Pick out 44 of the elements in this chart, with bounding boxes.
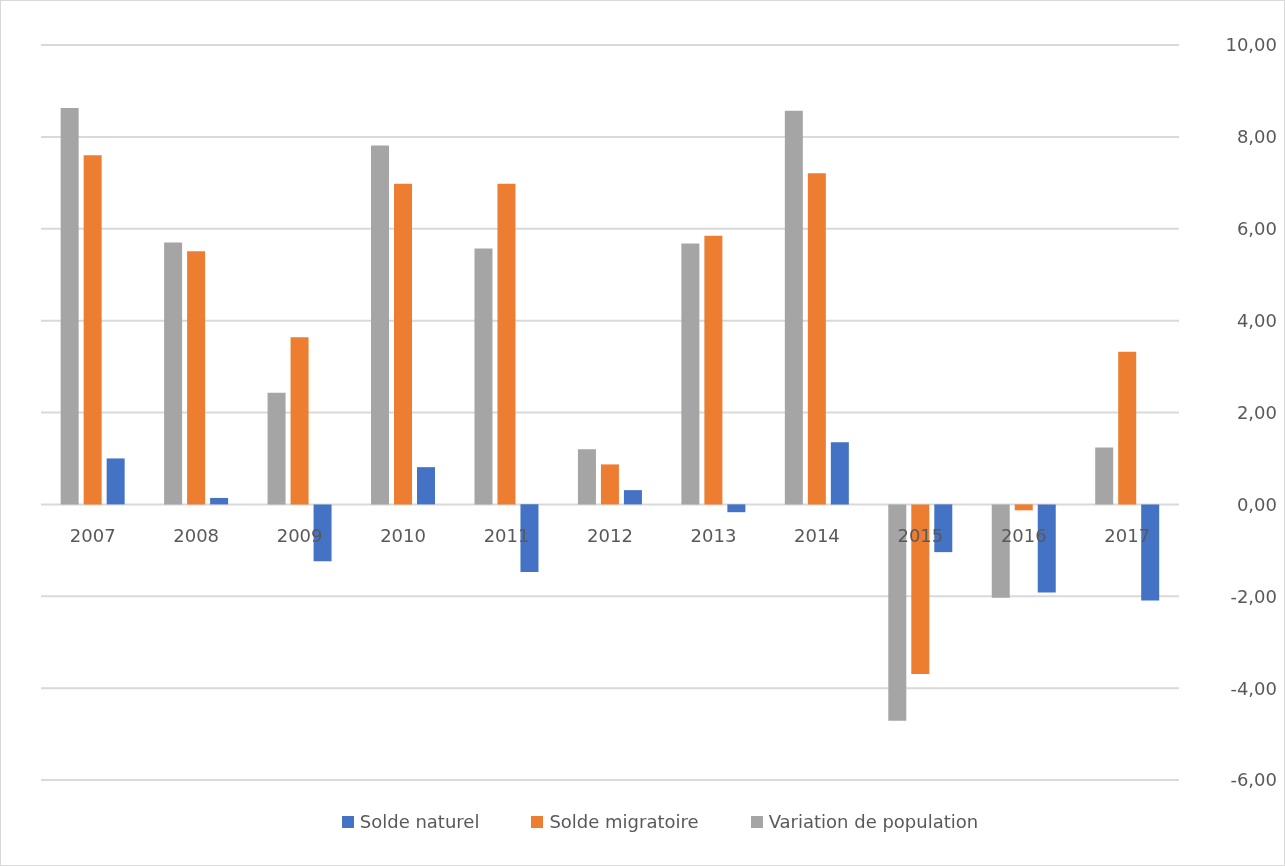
bar bbox=[600, 464, 619, 505]
bar bbox=[417, 467, 436, 505]
x-tick-label: 2010 bbox=[380, 524, 426, 546]
bar bbox=[83, 155, 102, 505]
y-tick-label: 0,00 bbox=[1236, 493, 1277, 515]
y-tick-label: 10,00 bbox=[1225, 34, 1277, 56]
y-tick-label: -2,00 bbox=[1230, 585, 1277, 607]
y-tick-label: 2,00 bbox=[1236, 401, 1277, 423]
legend-label: Variation de population bbox=[767, 811, 979, 832]
bar bbox=[784, 110, 803, 505]
bar bbox=[1014, 504, 1033, 511]
bar bbox=[577, 449, 596, 505]
bar bbox=[474, 248, 493, 505]
x-tick-label: 2015 bbox=[897, 524, 944, 546]
bar bbox=[164, 242, 183, 505]
bar bbox=[187, 251, 206, 505]
y-tick-label: 4,00 bbox=[1236, 310, 1277, 332]
x-tick-label: 2007 bbox=[69, 524, 116, 546]
bar bbox=[290, 337, 309, 505]
bar bbox=[623, 490, 642, 505]
y-tick-label: 6,00 bbox=[1236, 218, 1277, 240]
bar bbox=[830, 442, 849, 505]
bar bbox=[497, 183, 516, 505]
y-tick-label: 8,00 bbox=[1236, 126, 1277, 148]
x-tick-label: 2008 bbox=[173, 524, 220, 546]
legend-label: Solde migratoire bbox=[548, 811, 699, 832]
bar bbox=[704, 235, 723, 505]
bar bbox=[1118, 351, 1137, 505]
bar bbox=[60, 107, 79, 505]
bar bbox=[394, 183, 413, 505]
y-tick-label: -4,00 bbox=[1230, 677, 1277, 699]
x-tick-label: 2012 bbox=[587, 524, 633, 546]
legend-label: Solde naturel bbox=[358, 811, 480, 832]
bar bbox=[210, 497, 229, 505]
x-tick-label: 2014 bbox=[794, 524, 840, 546]
x-tick-label: 2013 bbox=[690, 524, 737, 546]
bar bbox=[727, 504, 746, 513]
bar bbox=[681, 243, 700, 505]
bar bbox=[1095, 447, 1114, 505]
bar bbox=[106, 458, 125, 505]
bar bbox=[267, 392, 286, 505]
y-tick-label: -6,00 bbox=[1230, 769, 1277, 791]
bar bbox=[371, 145, 390, 505]
bar bbox=[807, 173, 826, 505]
